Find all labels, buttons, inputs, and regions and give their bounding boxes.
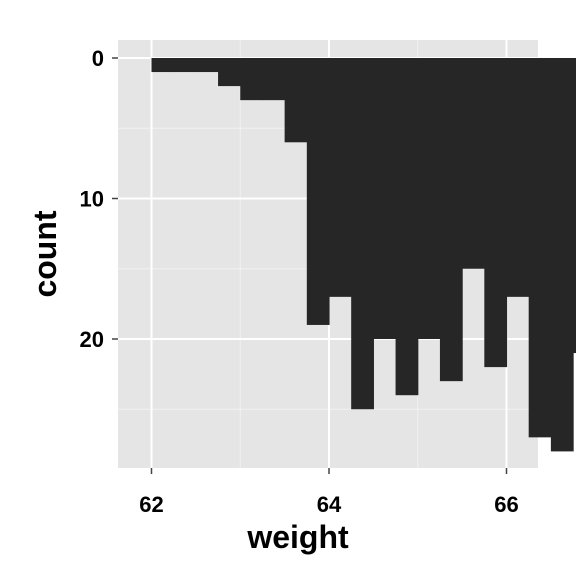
histogram-bar: [218, 58, 241, 87]
y-axis-title: count: [27, 210, 63, 297]
histogram-bar: [329, 58, 352, 297]
histogram-bar: [550, 58, 574, 452]
histogram-bar: [417, 58, 441, 339]
histogram-bar: [151, 58, 175, 73]
histogram-bar: [262, 58, 286, 101]
histogram-bar: [373, 58, 397, 339]
histogram-bar: [573, 58, 576, 354]
histogram-bar: [528, 58, 552, 438]
y-tick-label: 10: [80, 187, 104, 212]
histogram-bars: [151, 58, 576, 452]
y-tick-label: 20: [80, 327, 104, 352]
x-tick-label: 64: [317, 492, 342, 517]
y-tick-label: 0: [92, 46, 104, 71]
x-tick-label: 62: [139, 492, 163, 517]
histogram-bar: [439, 58, 463, 382]
histogram-bar: [484, 58, 508, 368]
histogram-bar: [395, 58, 419, 396]
histogram-bar: [351, 58, 374, 410]
histogram-bar: [195, 58, 219, 73]
histogram-bar: [240, 58, 264, 101]
x-tick-label: 66: [494, 492, 518, 517]
y-axis-ticks: 0 10 20: [80, 46, 118, 352]
x-axis-title: weight: [246, 519, 349, 555]
x-axis-ticks: 6264666870: [139, 468, 519, 517]
histogram-bar: [506, 58, 530, 297]
histogram-bar: [306, 58, 330, 325]
histogram-bar: [284, 58, 308, 143]
histogram-bar: [462, 58, 485, 269]
histogram-bar: [173, 58, 197, 73]
